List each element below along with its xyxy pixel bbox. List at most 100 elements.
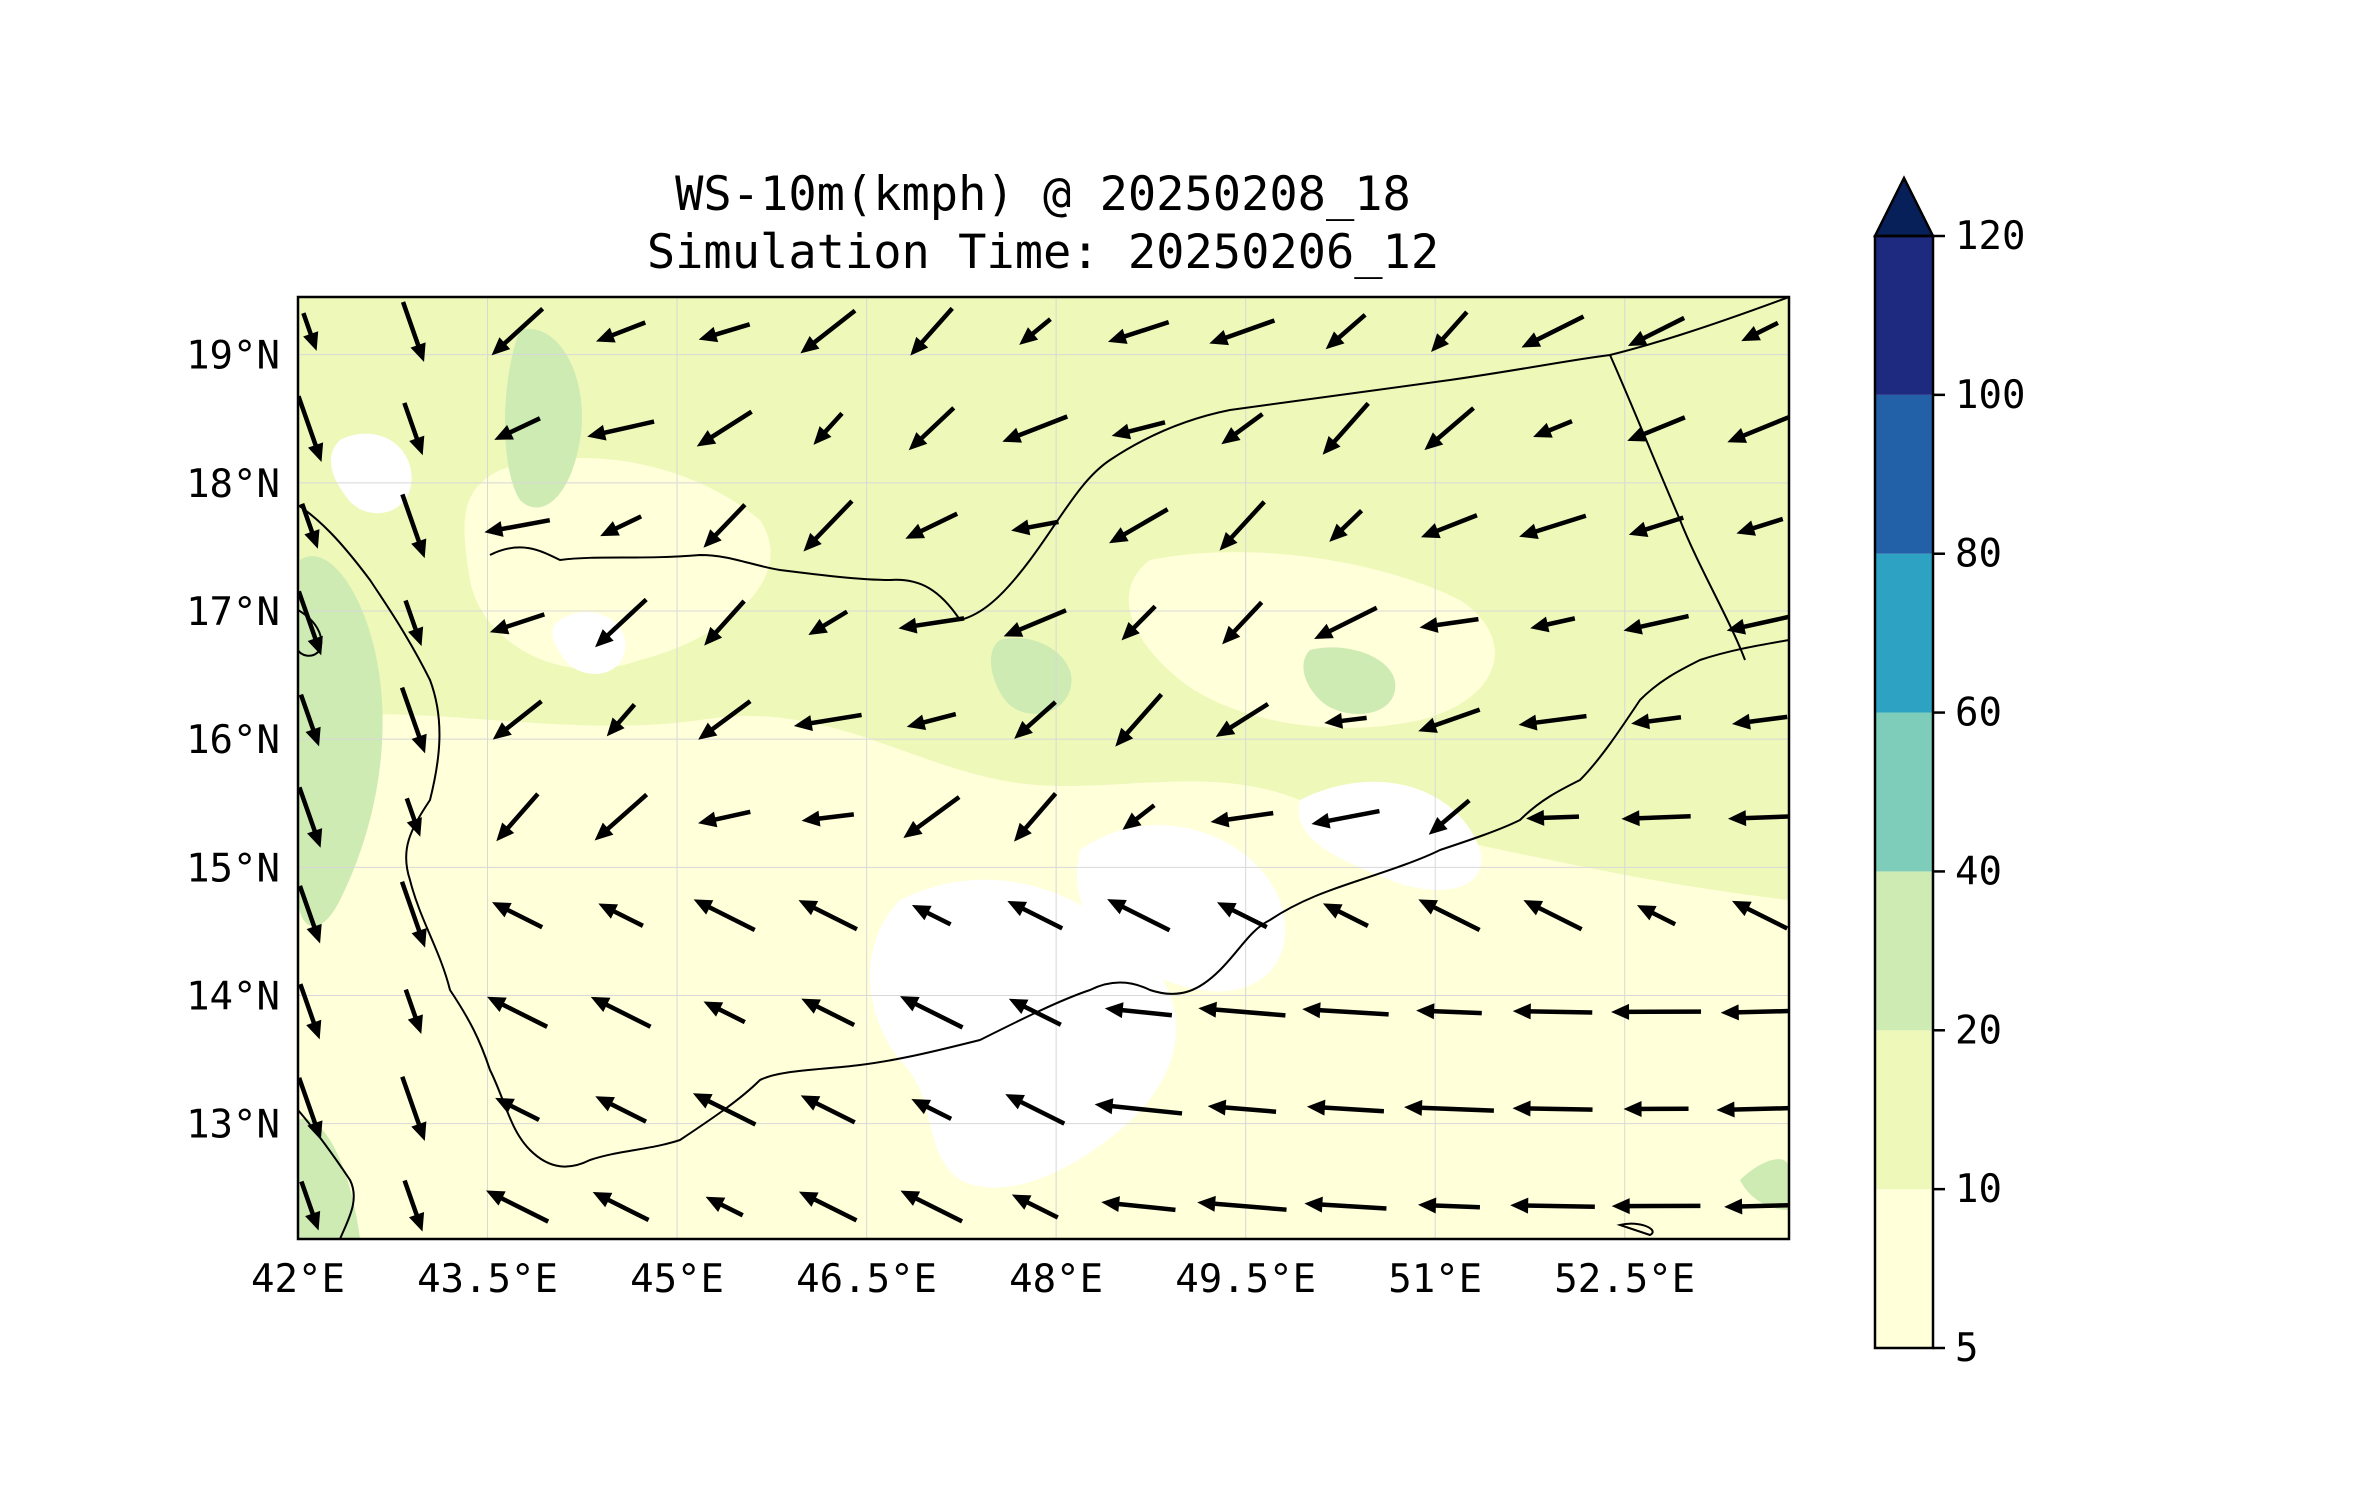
calm-zone-gulf: [870, 879, 1177, 1188]
wind-arrow: [1518, 713, 1587, 731]
yemen-coastline: [298, 504, 1789, 1168]
wind-arrow: [1724, 1198, 1789, 1215]
wind-arrow: [1417, 1197, 1481, 1214]
y-tick-label: 17°N: [186, 590, 280, 635]
wind-arrow: [1008, 998, 1062, 1027]
wind-arrow: [1726, 614, 1789, 635]
wind-arrow: [403, 988, 423, 1034]
x-tick-label: 52.5°E: [1554, 1257, 1695, 1302]
colorbar-segment: [1875, 1189, 1933, 1348]
wind-arrow: [1628, 515, 1684, 538]
wind-arrow: [704, 599, 746, 646]
wind-arrow: [911, 905, 952, 927]
wind-arrow: [801, 810, 855, 827]
wind-arrow: [793, 712, 862, 731]
wind-arrow: [808, 609, 849, 636]
calm-patch-highlands: [552, 611, 626, 674]
wind-arrow: [399, 880, 427, 948]
wind-arrow: [598, 903, 644, 928]
colorbar-tick-label: 10: [1955, 1167, 2002, 1212]
wind-arrow: [1741, 320, 1779, 342]
wind-arrow: [1019, 317, 1052, 345]
y-tick-label: 18°N: [186, 462, 280, 507]
wind-arrow: [705, 1196, 744, 1218]
wind-arrow: [595, 1096, 648, 1124]
wind-arrow: [1418, 899, 1481, 933]
wind-arrow: [1302, 1002, 1389, 1019]
wind-arrow: [1107, 899, 1171, 933]
y-tick-label: 13°N: [186, 1103, 280, 1148]
wind-arrow: [1731, 900, 1789, 931]
y-tick-label: 16°N: [186, 718, 280, 763]
map-title-line1: WS-10m(kmph) @ 20250208_18: [675, 167, 1411, 222]
coastlines-and-borders: [298, 297, 1789, 1239]
wind-arrow: [595, 320, 647, 343]
strong-wind-patch-b: [1303, 647, 1396, 714]
colorbar-tick-label: 20: [1955, 1008, 2002, 1053]
wind-arrow: [1523, 900, 1583, 932]
wind-arrow: [1322, 903, 1369, 928]
wind-arrow: [1122, 803, 1156, 830]
wind-arrow: [298, 395, 324, 463]
wind-arrow: [298, 1077, 323, 1140]
wind-arrow: [494, 416, 541, 440]
wind-arrow: [813, 411, 844, 445]
wind-arrow: [800, 1095, 856, 1125]
wind-arrow: [1104, 1002, 1173, 1019]
y-tick-label: 14°N: [186, 974, 280, 1019]
wind-arrow: [1109, 507, 1169, 544]
wind-arrow: [402, 1179, 425, 1232]
wind-vector-arrows: [298, 301, 1789, 1232]
wind-arrow: [1627, 415, 1686, 442]
wind-arrow: [1111, 420, 1166, 440]
wind-arrow: [911, 1098, 953, 1121]
wind-arrow: [910, 306, 954, 356]
wind-arrow: [1623, 1100, 1689, 1117]
wind-arrow: [1314, 605, 1378, 639]
wind-arrow: [1510, 1197, 1595, 1214]
wind-arrow: [1325, 313, 1367, 350]
wind-arrow: [1731, 713, 1788, 730]
wind-arrow: [1424, 406, 1476, 451]
wind-arrow: [1627, 315, 1686, 347]
wind-arrow: [1306, 1099, 1385, 1116]
wind-arrow: [487, 996, 549, 1029]
wind-arrow: [1221, 412, 1264, 445]
wind-arrow: [1533, 419, 1573, 438]
wind-arrow: [1636, 905, 1677, 927]
wind-arrow: [1210, 810, 1274, 828]
wind-arrow: [298, 693, 321, 747]
colorbar-tick-label: 120: [1955, 214, 2025, 259]
wind-arrow: [298, 885, 322, 944]
x-tick-label: 51°E: [1388, 1257, 1482, 1302]
wind-arrow: [801, 998, 856, 1028]
colorbar-segment: [1875, 1030, 1933, 1190]
wind-arrow: [1525, 809, 1580, 826]
wind-arrow: [1324, 712, 1367, 729]
wind-arrow: [1121, 604, 1157, 641]
wind-arrow: [692, 1093, 757, 1127]
wind-arrow: [1011, 519, 1059, 536]
strong-wind-bab-al-mandab: [298, 1118, 360, 1239]
wind-arrow: [298, 983, 322, 1040]
wind-arrow: [404, 797, 422, 837]
strong-wind-nw-highlands: [505, 328, 582, 508]
wind-arrow: [1512, 1003, 1593, 1020]
wind-arrow: [1716, 1101, 1789, 1118]
wind-arrow: [400, 1076, 427, 1142]
wind-arrow: [899, 996, 964, 1030]
wind-arrow: [906, 711, 957, 731]
wind-arrow: [400, 493, 427, 559]
wind-arrow: [1322, 401, 1370, 455]
wind-arrow: [1521, 314, 1585, 348]
wind-arrow: [1428, 798, 1471, 835]
wind-arrow: [1631, 713, 1682, 730]
wind-arrow: [298, 786, 323, 848]
wind-arrow: [1736, 516, 1784, 536]
wind-arrow: [1404, 1099, 1494, 1116]
wind-arrow: [1013, 792, 1058, 842]
colorbar-segment: [1875, 394, 1933, 554]
calm-zone-central: [1128, 552, 1495, 728]
wind-arrow: [600, 514, 643, 537]
wind-arrow: [1530, 616, 1576, 633]
